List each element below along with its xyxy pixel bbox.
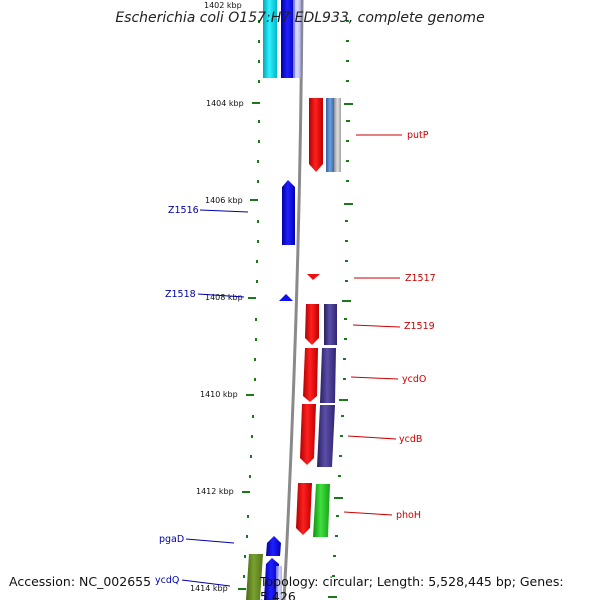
gene-label-ycdO[interactable]: ycdO xyxy=(402,374,426,385)
gene-Z1519[interactable] xyxy=(305,304,319,345)
accession-text: Accession: NC_002655 xyxy=(9,574,152,589)
gene-label-putP[interactable]: putP xyxy=(407,130,429,141)
gene-ycdQ[interactable] xyxy=(264,558,279,600)
feature-ycdO-purple[interactable] xyxy=(320,348,336,403)
gene-putP[interactable] xyxy=(309,98,323,172)
gene-label-pgaD[interactable]: pgaD xyxy=(159,534,184,545)
gene-ycdB[interactable] xyxy=(300,404,316,465)
gene-Z1517[interactable] xyxy=(307,274,320,280)
genome-title: Escherichia coli O157:H7 EDL933, complet… xyxy=(115,10,485,26)
gene-labels: putP Z1517 Z1519 ycdO ycdB phoH Z1516 Z1… xyxy=(155,130,436,586)
gene-label-Z1519[interactable]: Z1519 xyxy=(404,321,435,332)
gene-label-phoH[interactable]: phoH xyxy=(396,510,421,521)
label-leaders xyxy=(181,134,402,587)
tick-label: 1406 kbp xyxy=(205,196,243,205)
feature-lavender-top[interactable] xyxy=(293,0,301,78)
gene-ycdO[interactable] xyxy=(303,348,318,402)
tick-label: 1402 kbp xyxy=(204,1,242,10)
tick-labels: 1402 kbp 1404 kbp 1406 kbp 1408 kbp 1410… xyxy=(190,0,244,593)
feature-phoH-green[interactable] xyxy=(313,484,330,537)
genome-backbone xyxy=(282,0,304,600)
tick-label: 1412 kbp xyxy=(196,487,234,496)
feature-cyan[interactable] xyxy=(263,0,277,78)
tick-label: 1408 kbp xyxy=(205,293,243,302)
feature-lavender-bottom[interactable] xyxy=(276,566,282,600)
gene-label-Z1517[interactable]: Z1517 xyxy=(405,273,436,284)
gene-Z1516[interactable] xyxy=(282,180,295,245)
feature-putP-steel[interactable] xyxy=(326,98,334,172)
gene-label-ycdQ[interactable]: ycdQ xyxy=(155,575,179,586)
gene-phoH[interactable] xyxy=(296,483,312,535)
tick-label: 1404 kbp xyxy=(206,99,244,108)
tick-label: 1414 kbp xyxy=(190,584,228,593)
tick-rails xyxy=(238,20,353,598)
gene-label-Z1518[interactable]: Z1518 xyxy=(165,289,196,300)
feature-blue-top[interactable] xyxy=(281,0,295,78)
feature-olive[interactable] xyxy=(246,554,263,600)
gene-label-Z1516[interactable]: Z1516 xyxy=(168,205,199,216)
feature-track xyxy=(246,0,341,600)
topology-text: Topology: circular; Length: 5,528,445 bp… xyxy=(260,574,564,600)
feature-Z1519-purple[interactable] xyxy=(324,304,337,345)
gene-label-ycdB[interactable]: ycdB xyxy=(399,434,422,445)
tick-label: 1410 kbp xyxy=(200,390,238,399)
gene-Z1518[interactable] xyxy=(279,294,293,301)
gene-pgaD[interactable] xyxy=(266,536,281,556)
feature-putP-gray[interactable] xyxy=(334,98,341,172)
feature-ycdB-purple[interactable] xyxy=(317,405,335,467)
